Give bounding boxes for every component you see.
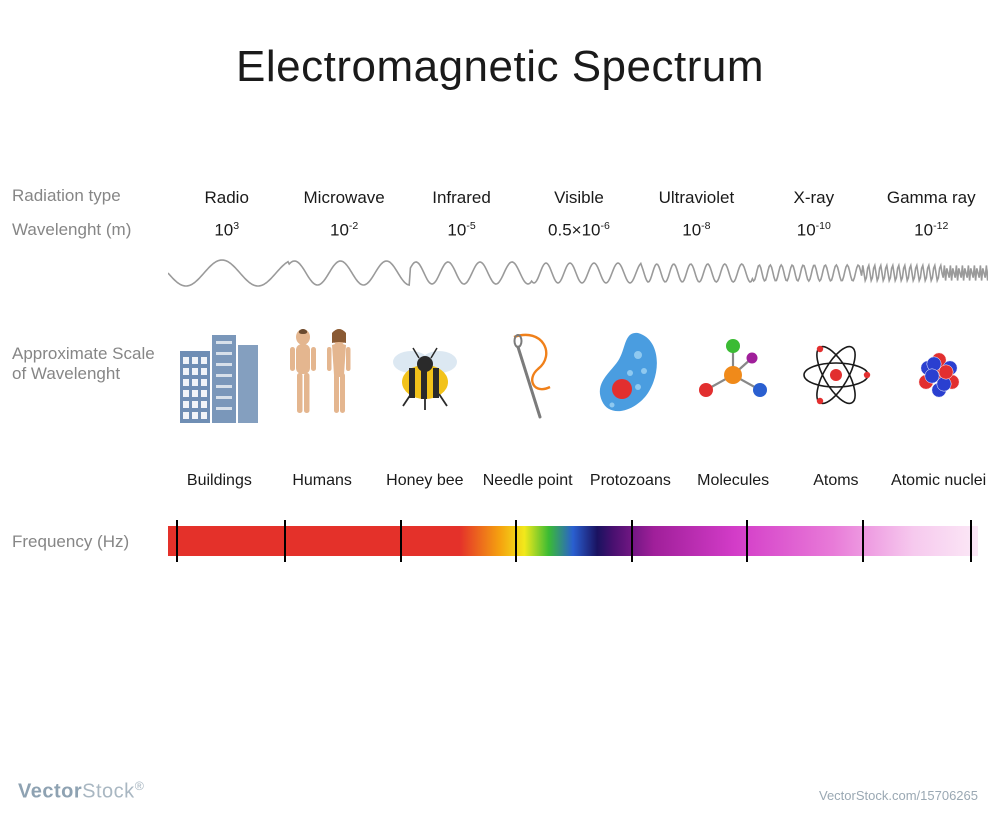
radiation-type-cell: Infrared [403, 188, 520, 208]
wavelength-row: 10310-210-50.5×10-610-810-1010-12 [168, 220, 990, 241]
wavelength-cell: 10-12 [873, 220, 990, 241]
wavelength-cell: 10-2 [285, 220, 402, 241]
frequency-tick [970, 520, 972, 562]
scale-label-cell: Buildings [168, 472, 271, 490]
watermark-left: VectorStock® [18, 779, 144, 804]
scale-icon-atom [785, 320, 888, 430]
frequency-tick [284, 520, 286, 562]
radiation-type-cell: Gamma ray [873, 188, 990, 208]
radiation-type-cell: X-ray [755, 188, 872, 208]
scale-label-cell: Honey bee [374, 472, 477, 490]
radiation-type-cell: Radio [168, 188, 285, 208]
scale-label-cell: Humans [271, 472, 374, 490]
frequency-tick [400, 520, 402, 562]
scale-label-cell: Protozoans [579, 472, 682, 490]
wavelength-cell: 10-8 [638, 220, 755, 241]
radiation-type-cell: Ultraviolet [638, 188, 755, 208]
frequency-bar [168, 520, 978, 562]
scale-icon-needle [476, 320, 579, 430]
label-radiation-type: Radiation type [12, 186, 121, 206]
frequency-tick [176, 520, 178, 562]
scale-icon-protozoan [579, 320, 682, 430]
scale-icon-nuclei [887, 320, 990, 430]
scale-label-cell: Atomic nuclei [887, 472, 990, 490]
scale-icon-humans [271, 320, 374, 430]
scale-icons-row [168, 320, 990, 430]
frequency-tick [746, 520, 748, 562]
scale-label-cell: Molecules [682, 472, 785, 490]
scale-label-cell: Needle point [476, 472, 579, 490]
frequency-tick [862, 520, 864, 562]
wavelength-cell: 0.5×10-6 [520, 220, 637, 241]
radiation-type-cell: Microwave [285, 188, 402, 208]
wave-curve [168, 252, 988, 294]
radiation-type-row: RadioMicrowaveInfraredVisibleUltraviolet… [168, 188, 990, 208]
frequency-tick [631, 520, 633, 562]
scale-icon-buildings [168, 320, 271, 430]
watermark-right: VectorStock.com/15706265 [819, 788, 978, 804]
scale-icon-molecule [682, 320, 785, 430]
frequency-gradient [168, 526, 978, 556]
label-frequency: Frequency (Hz) [12, 532, 129, 552]
wavelength-cell: 10-5 [403, 220, 520, 241]
label-wavelength: Wavelenght (m) [12, 220, 131, 240]
scale-icon-bee [374, 320, 477, 430]
spectrum-content: RadioMicrowaveInfraredVisibleUltraviolet… [168, 42, 990, 822]
label-scale: Approximate Scale of Wavelenght [12, 344, 155, 384]
radiation-type-cell: Visible [520, 188, 637, 208]
scale-labels-row: BuildingsHumansHoney beeNeedle pointProt… [168, 472, 990, 490]
wavelength-cell: 10-10 [755, 220, 872, 241]
wavelength-cell: 103 [168, 220, 285, 241]
frequency-tick [515, 520, 517, 562]
scale-label-cell: Atoms [785, 472, 888, 490]
